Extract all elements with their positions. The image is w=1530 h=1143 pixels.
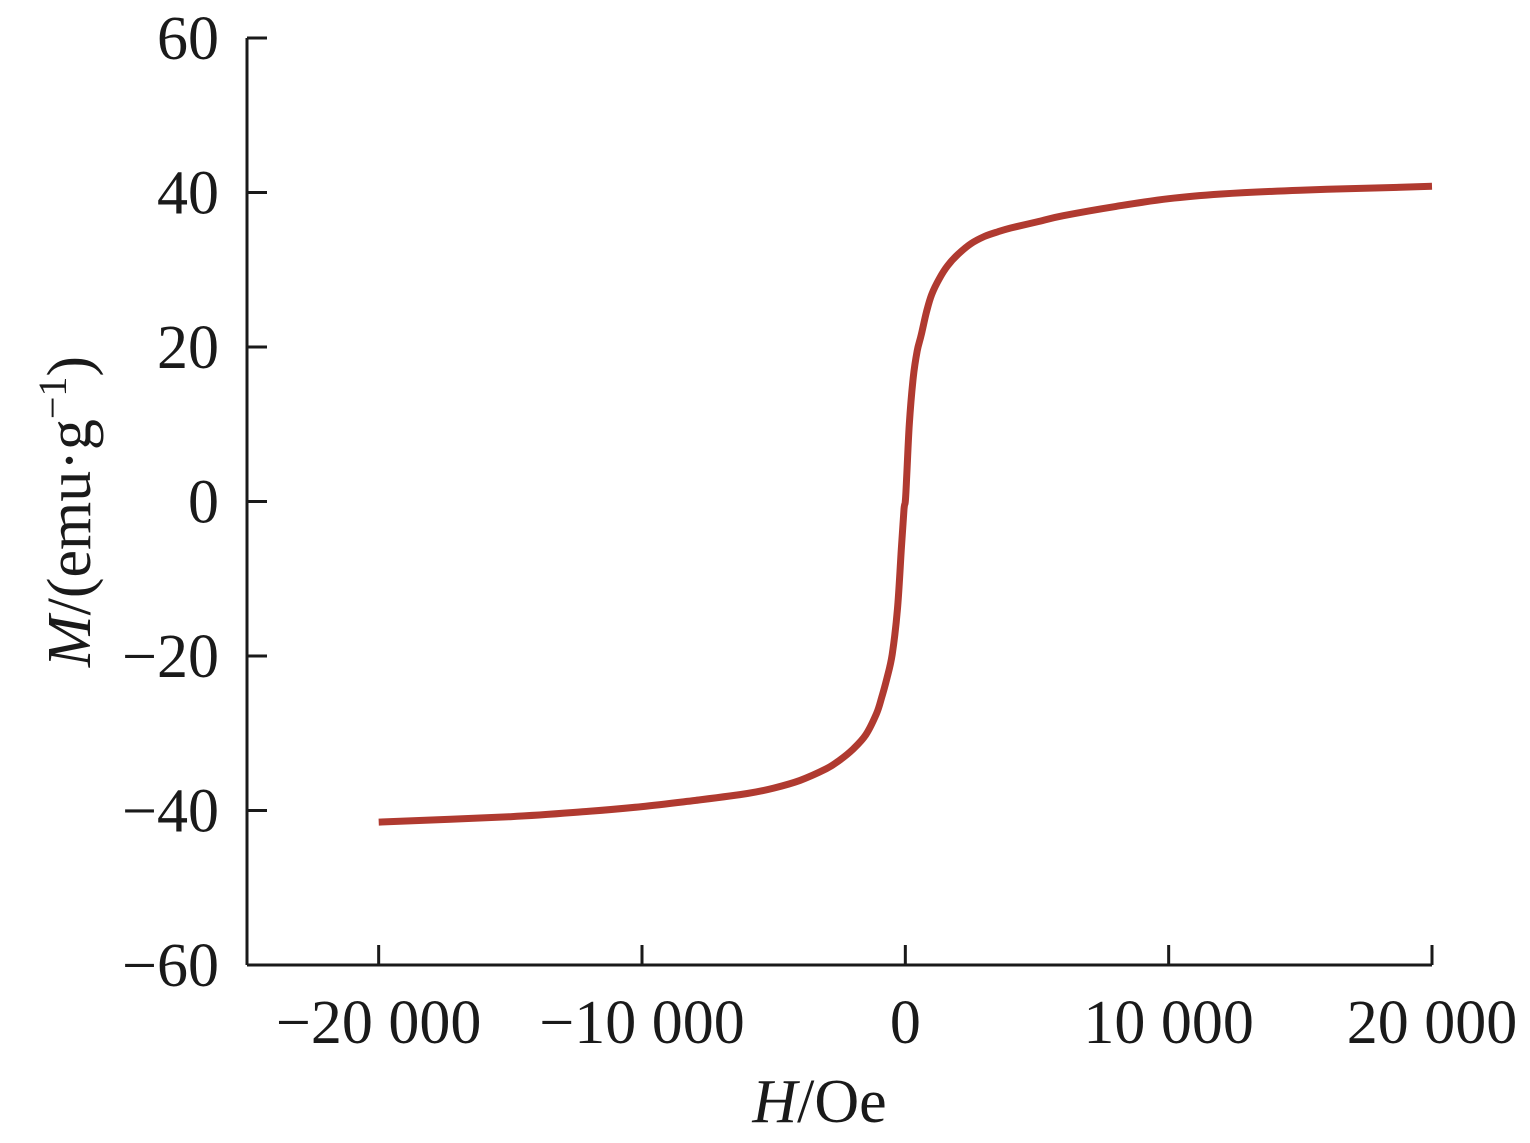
y-tick-label: 20 (157, 314, 219, 382)
y-tick-label: 40 (157, 160, 219, 228)
y-axis-ticks: −60 −40 −20 0 20 40 60 (122, 5, 267, 1000)
x-tick-label: 10 000 (1083, 989, 1254, 1057)
y-axis-title: M/(emu·g−1) (30, 356, 104, 668)
x-tick-label: 0 (890, 989, 921, 1057)
y-tick-label: −60 (122, 932, 219, 1000)
x-axis-title: H/Oe (751, 1068, 886, 1136)
x-tick-label: 20 000 (1347, 989, 1518, 1057)
x-axis-unit: /Oe (797, 1068, 887, 1136)
magnetization-curve (378, 182, 1433, 826)
y-tick-label: −40 (122, 778, 219, 846)
y-axis-unit-suffix: ) (36, 356, 104, 377)
y-tick-label: −20 (122, 623, 219, 691)
x-axis-symbol: H (751, 1068, 800, 1136)
y-axis-symbol: M (36, 612, 104, 668)
x-tick-label: −10 000 (539, 989, 744, 1057)
x-tick-label: −20 000 (276, 989, 481, 1057)
y-tick-label: 60 (157, 5, 219, 73)
y-tick-label: 0 (188, 469, 219, 537)
y-axis-unit-exponent: −1 (30, 377, 75, 420)
y-axis-unit-prefix: /(emu·g (36, 419, 104, 615)
x-axis-ticks: −20 000 −10 000 0 10 000 20 000 (276, 945, 1517, 1057)
